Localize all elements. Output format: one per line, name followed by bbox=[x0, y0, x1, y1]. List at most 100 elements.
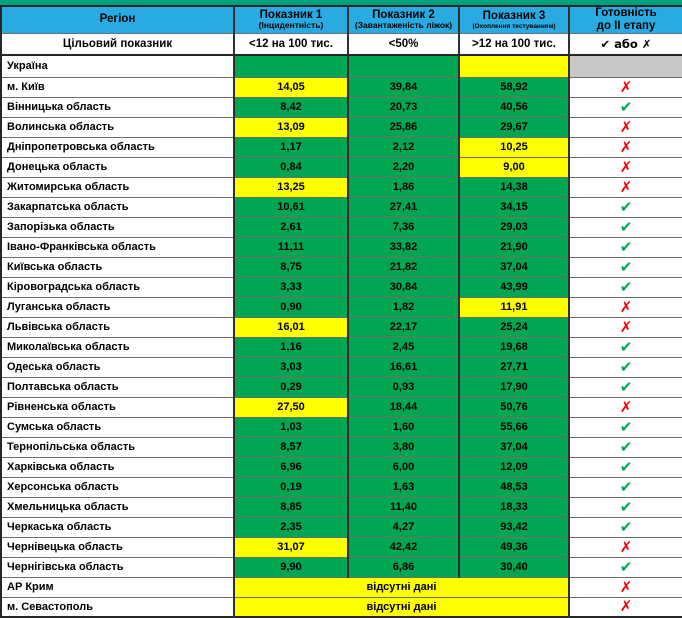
region-cell: Житомирська область bbox=[1, 176, 234, 197]
value-cell: 8,85 bbox=[233, 496, 348, 517]
value-cell: 14,05 bbox=[233, 76, 348, 97]
region-cell: Сумська область bbox=[1, 416, 234, 437]
region-cell: Івано-Франківська область bbox=[1, 236, 234, 257]
table-row: Київська область 8,75 21,82 37,04 ✔ bbox=[1, 256, 682, 277]
value-cell: 1,17 bbox=[233, 136, 348, 157]
table-row: Житомирська область 13,25 1,86 14,38 ✗ bbox=[1, 176, 682, 197]
region-cell: Херсонська область bbox=[1, 476, 234, 497]
value-cell: 30,84 bbox=[347, 276, 459, 297]
table-row: Луганська область 0,90 1,82 11,91 ✗ bbox=[1, 296, 682, 317]
x-icon: ✗ bbox=[568, 76, 682, 97]
table-row: Харківська область 6,96 6,00 12,09 ✔ bbox=[1, 456, 682, 477]
value-cell: 20,73 bbox=[347, 96, 459, 117]
value-cell: 18,33 bbox=[458, 496, 569, 517]
value-cell: 22,17 bbox=[347, 316, 459, 337]
check-icon: ✔ bbox=[568, 476, 682, 497]
value-cell: 2,20 bbox=[347, 156, 459, 177]
check-icon: ✔ bbox=[568, 336, 682, 357]
value-cell: 58,92 bbox=[458, 76, 569, 97]
table-row: Херсонська область 0,19 1,63 48,53 ✔ bbox=[1, 476, 682, 497]
x-icon: ✗ bbox=[568, 136, 682, 157]
value-cell: 93,42 bbox=[458, 516, 569, 537]
value-cell: 17,90 bbox=[458, 376, 569, 397]
x-icon: ✗ bbox=[568, 116, 682, 137]
value-cell: 3,03 bbox=[233, 356, 348, 377]
check-icon: ✔ bbox=[568, 556, 682, 577]
region-cell: Запорізька область bbox=[1, 216, 234, 237]
x-icon: ✗ bbox=[568, 536, 682, 557]
table-row: Кіровоградська область 3,33 30,84 43,99 ✔ bbox=[1, 276, 682, 297]
indicator1-subtitle: (Інцидентність) bbox=[258, 20, 324, 31]
check-icon: ✔ bbox=[568, 456, 682, 477]
region-cell: Чернівецька область bbox=[1, 536, 234, 557]
target-indicator2: <50% bbox=[347, 32, 459, 56]
value-cell: 1,16 bbox=[233, 336, 348, 357]
value-cell bbox=[233, 54, 348, 77]
value-cell: 2,45 bbox=[347, 336, 459, 357]
x-icon: ✗ bbox=[568, 156, 682, 177]
region-cell: м. Київ bbox=[1, 76, 234, 97]
table-row: Хмельницька область 8,85 11,40 18,33 ✔ bbox=[1, 496, 682, 517]
region-cell: Харківська область bbox=[1, 456, 234, 477]
value-cell: 1,03 bbox=[233, 416, 348, 437]
table-row: Миколаївська область 1,16 2,45 19,68 ✔ bbox=[1, 336, 682, 357]
no-data-cell: відсутні дані bbox=[233, 576, 569, 597]
region-cell: Хмельницька область bbox=[1, 496, 234, 517]
target-row: Цільовий показник <12 на 100 тис. <50% >… bbox=[1, 32, 682, 56]
x-icon: ✗ bbox=[568, 576, 682, 597]
check-icon: ✔ bbox=[568, 236, 682, 257]
value-cell: 0,29 bbox=[233, 376, 348, 397]
region-cell: Львівська область bbox=[1, 316, 234, 337]
table-row: Рівненська область 27,50 18,44 50,76 ✗ bbox=[1, 396, 682, 417]
table-row: Львівська область 16,01 22,17 25,24 ✗ bbox=[1, 316, 682, 337]
header-indicator2: Показник 2 (Завантаженість ліжок) bbox=[347, 6, 459, 33]
table-row: Запорізька область 2,61 7,36 29,03 ✔ bbox=[1, 216, 682, 237]
value-cell: 1,63 bbox=[347, 476, 459, 497]
header-readiness: Готовність до II етапу bbox=[568, 6, 682, 33]
header-indicator3: Показник 3 (Охоплення тестуванням) bbox=[458, 6, 569, 33]
value-cell: 29,03 bbox=[458, 216, 569, 237]
value-cell: 8,57 bbox=[233, 436, 348, 457]
value-cell: 0,84 bbox=[233, 156, 348, 177]
value-cell: 0,19 bbox=[233, 476, 348, 497]
value-cell: 10,61 bbox=[233, 196, 348, 217]
target-indicator3: >12 на 100 тис. bbox=[458, 32, 569, 56]
value-cell: 43,99 bbox=[458, 276, 569, 297]
no-data-cell: відсутні дані bbox=[233, 596, 569, 617]
value-cell bbox=[347, 54, 459, 77]
region-cell: Закарпатська область bbox=[1, 196, 234, 217]
x-icon: ✗ bbox=[568, 296, 682, 317]
value-cell: 27,41 bbox=[347, 196, 459, 217]
readiness-cell bbox=[568, 54, 682, 77]
value-cell: 1,60 bbox=[347, 416, 459, 437]
region-cell: Миколаївська область bbox=[1, 336, 234, 357]
value-cell: 9,00 bbox=[458, 156, 569, 177]
region-cell: Луганська область bbox=[1, 296, 234, 317]
value-cell: 21,90 bbox=[458, 236, 569, 257]
value-cell: 18,44 bbox=[347, 396, 459, 417]
value-cell: 25,86 bbox=[347, 116, 459, 137]
region-cell: Донецька область bbox=[1, 156, 234, 177]
value-cell: 37,04 bbox=[458, 256, 569, 277]
target-indicator1: <12 на 100 тис. bbox=[233, 32, 348, 56]
value-cell: 11,91 bbox=[458, 296, 569, 317]
value-cell: 2,61 bbox=[233, 216, 348, 237]
check-icon: ✔ bbox=[568, 376, 682, 397]
value-cell: 3,33 bbox=[233, 276, 348, 297]
value-cell: 11,40 bbox=[347, 496, 459, 517]
table-row: Полтавська область 0,29 0,93 17,90 ✔ bbox=[1, 376, 682, 397]
top-strip bbox=[0, 0, 682, 5]
target-readiness: ✔ або ✗ bbox=[568, 32, 682, 56]
value-cell: 16,61 bbox=[347, 356, 459, 377]
value-cell: 25,24 bbox=[458, 316, 569, 337]
value-cell: 40,56 bbox=[458, 96, 569, 117]
table-row: Донецька область 0,84 2,20 9,00 ✗ bbox=[1, 156, 682, 177]
value-cell: 31,07 bbox=[233, 536, 348, 557]
value-cell: 50,76 bbox=[458, 396, 569, 417]
value-cell: 55,66 bbox=[458, 416, 569, 437]
value-cell: 14,38 bbox=[458, 176, 569, 197]
value-cell: 12,09 bbox=[458, 456, 569, 477]
header-row: Регіон Показник 1 (Інцидентність) Показн… bbox=[1, 6, 682, 33]
value-cell bbox=[458, 54, 569, 77]
region-cell: АР Крим bbox=[1, 576, 234, 597]
